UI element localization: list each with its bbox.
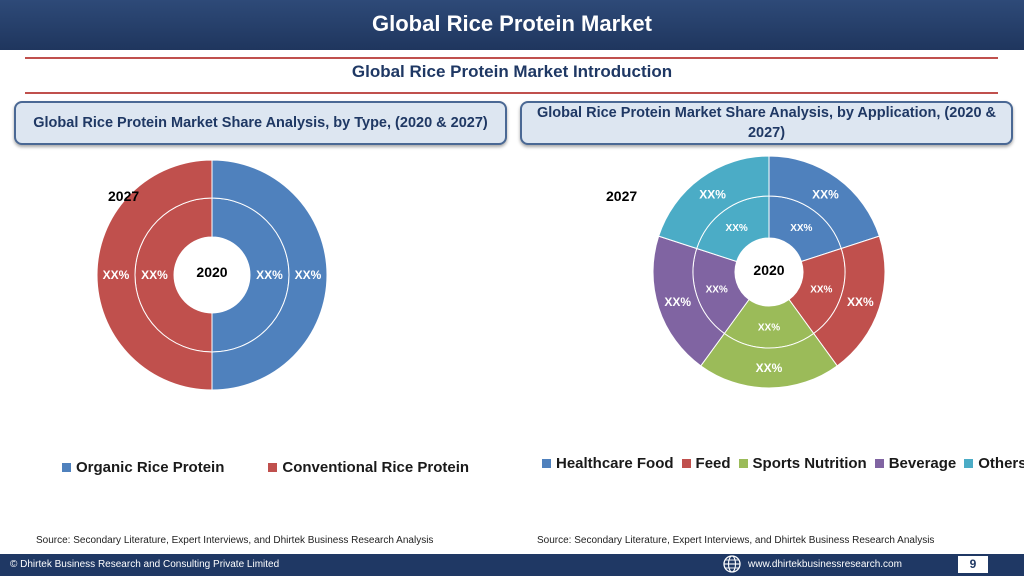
legend-swatch [738,459,748,468]
type-chart-legend: Organic Rice Protein Conventional Rice Pr… [62,459,469,476]
application-chart-title-box: Global Rice Protein Market Share Analysi… [520,101,1013,145]
bottom-divider [25,92,998,94]
application-chart-legend: Healthcare Food Feed Sports Nutrition Bever… [542,455,1024,472]
outer-ring-label-healthcare-food: XX% [812,188,839,202]
inner-ring-label-others: XX% [726,223,748,234]
legend-item-organic-rice-protein: Organic Rice Protein [62,459,224,476]
globe-icon [723,555,741,573]
type-doughnut-chart: XX% XX% XX% XX% 2020 2027 [96,159,328,391]
application-chart-title: Global Rice Protein Market Share Analysi… [536,105,997,141]
outer-ring-label-others: XX% [699,188,726,202]
legend-label: Healthcare Food [556,455,674,472]
outer-ring-slice-conventional-rice-protein [96,159,213,391]
outer-ring-label-conventional-rice-protein: XX% [103,268,130,282]
page-title: Global Rice Protein Market [372,11,652,36]
inner-ring-label-organic-rice-protein: XX% [256,268,283,282]
legend-item-beverage: Beverage [874,455,957,472]
outer-ring-label-sports-nutrition: XX% [756,361,783,375]
legend-label: Sports Nutrition [752,455,867,472]
outer-ring-label-feed: XX% [847,295,874,309]
outer-ring-label-beverage: XX% [664,295,691,309]
footer-bar: © Dhirtek Business Research and Consulti… [0,554,1024,576]
inner-ring-label-beverage: XX% [706,284,728,295]
outer-ring-slice-organic-rice-protein [211,159,328,391]
legend-swatch [681,459,691,468]
inner-ring-label-sports-nutrition: XX% [758,323,780,334]
legend-item-others: Others [964,455,1024,472]
application-doughnut-chart: XX% XX% XX% XX% XX% XX% XX% XX% XX% XX% 2020 2027 [606,155,886,389]
inner-ring-label-conventional-rice-protein: XX% [141,268,168,282]
page-number: 9 [958,556,988,573]
legend-label: Beverage [888,455,957,472]
outer-ring-label-organic-rice-protein: XX% [295,268,322,282]
inner-ring-label-healthcare-food: XX% [790,223,812,234]
inner-ring-label-feed: XX% [810,284,832,295]
section-title: Global Rice Protein Market Introduction [351,62,673,81]
legend-label: Organic Rice Protein [76,459,225,476]
legend-item-feed: Feed [681,455,731,472]
type-chart-title-box: Global Rice Protein Market Share Analysi… [14,101,507,145]
legend-swatch [268,463,278,472]
outer-year-label: 2027 [108,188,139,204]
legend-swatch [874,459,884,468]
outer-year-label: 2027 [606,188,637,204]
legend-swatch [964,459,974,468]
legend-swatch [542,459,551,468]
legend-label: Feed [695,455,731,472]
website-link[interactable]: www.dhirtekbusinessresearch.com [748,559,902,570]
legend-label: Others [978,455,1024,472]
legend-item-conventional-rice-protein: Conventional Rice Protein [268,459,469,476]
title-bar: Global Rice Protein Market [0,0,1024,50]
legend-label: Conventional Rice Protein [282,459,470,476]
application-chart-source: Source: Secondary Literature, Expert Int… [537,535,935,546]
legend-item-healthcare-food: Healthcare Food [542,455,674,472]
outer-ring-slice-others [658,155,770,250]
top-divider [25,57,998,59]
inner-year-label: 2020 [196,264,227,280]
copyright-text: © Dhirtek Business Research and Consulti… [10,559,280,570]
type-chart-source: Source: Secondary Literature, Expert Int… [36,535,434,546]
type-chart-title: Global Rice Protein Market Share Analysi… [33,115,488,131]
inner-year-label: 2020 [753,262,784,278]
legend-swatch [62,463,71,472]
legend-item-sports-nutrition: Sports Nutrition [738,455,867,472]
